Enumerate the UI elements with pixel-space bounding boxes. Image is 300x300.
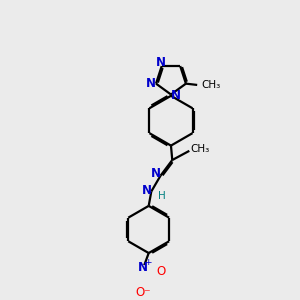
Text: O: O — [156, 265, 166, 278]
Text: N: N — [155, 56, 165, 69]
Text: CH₃: CH₃ — [202, 80, 221, 90]
Text: N: N — [151, 167, 161, 180]
Text: N: N — [170, 89, 180, 102]
Text: O: O — [136, 286, 145, 298]
Text: CH₃: CH₃ — [190, 144, 210, 154]
Text: +: + — [144, 258, 152, 267]
Text: ⁻: ⁻ — [143, 288, 150, 300]
Text: N: N — [138, 261, 148, 274]
Text: H: H — [158, 191, 166, 201]
Text: N: N — [142, 184, 152, 197]
Text: N: N — [146, 77, 156, 90]
